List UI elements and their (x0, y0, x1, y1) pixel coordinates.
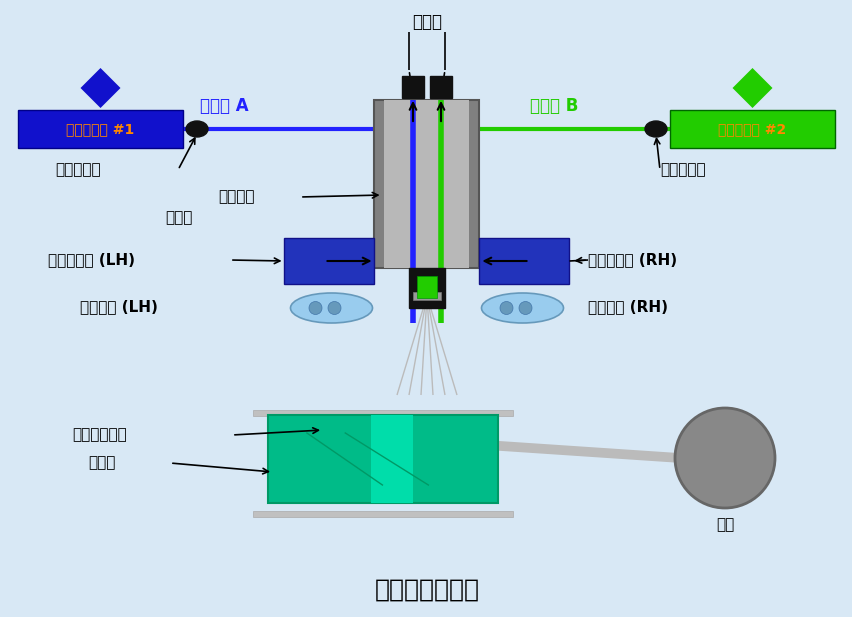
Text: 隔热层: 隔热层 (164, 210, 193, 225)
Text: 热空气通入 (RH): 热空气通入 (RH) (587, 252, 676, 268)
Bar (384, 100, 469, 268)
Text: 螺杆挤出机 #2: 螺杆挤出机 #2 (717, 122, 786, 136)
Text: 聚合物 A: 聚合物 A (199, 97, 248, 115)
Bar (371, 415, 412, 503)
Ellipse shape (308, 302, 321, 315)
Ellipse shape (481, 293, 563, 323)
Ellipse shape (499, 302, 512, 315)
Bar (18, 110, 183, 148)
Text: 成网帘: 成网帘 (88, 455, 115, 471)
Bar (408, 268, 445, 308)
Text: 冷却空气 (RH): 冷却空气 (RH) (587, 299, 667, 315)
Text: 冷却空气 (LH): 冷却空气 (LH) (80, 299, 158, 315)
Ellipse shape (291, 293, 372, 323)
Text: 熔体过滤器: 熔体过滤器 (55, 162, 101, 178)
Circle shape (674, 408, 774, 508)
Text: 纺丝箱体: 纺丝箱体 (218, 189, 254, 204)
Bar (412, 292, 440, 300)
Text: 双组分熔喷系统: 双组分熔喷系统 (374, 578, 479, 602)
Text: 聚合物 B: 聚合物 B (529, 97, 578, 115)
Polygon shape (80, 68, 120, 108)
Polygon shape (732, 68, 772, 108)
Bar (429, 76, 452, 98)
Bar (417, 276, 436, 298)
Bar (669, 110, 834, 148)
Text: 螺杆挤出机 #1: 螺杆挤出机 #1 (66, 122, 135, 136)
Ellipse shape (186, 121, 208, 137)
Text: 计量泵: 计量泵 (412, 13, 441, 31)
Text: 卷绕: 卷绕 (715, 518, 734, 532)
Bar (253, 511, 512, 517)
Bar (253, 410, 512, 416)
Bar (401, 76, 423, 98)
Bar (374, 100, 479, 268)
Text: 空气抽吸装置: 空气抽吸装置 (72, 428, 127, 442)
Bar (285, 238, 374, 284)
Bar (268, 415, 498, 503)
Ellipse shape (644, 121, 666, 137)
Ellipse shape (518, 302, 532, 315)
Text: 热空气通入 (LH): 热空气通入 (LH) (48, 252, 135, 268)
Bar (479, 238, 569, 284)
Ellipse shape (328, 302, 341, 315)
Text: 熔体过滤器: 熔体过滤器 (659, 162, 705, 178)
